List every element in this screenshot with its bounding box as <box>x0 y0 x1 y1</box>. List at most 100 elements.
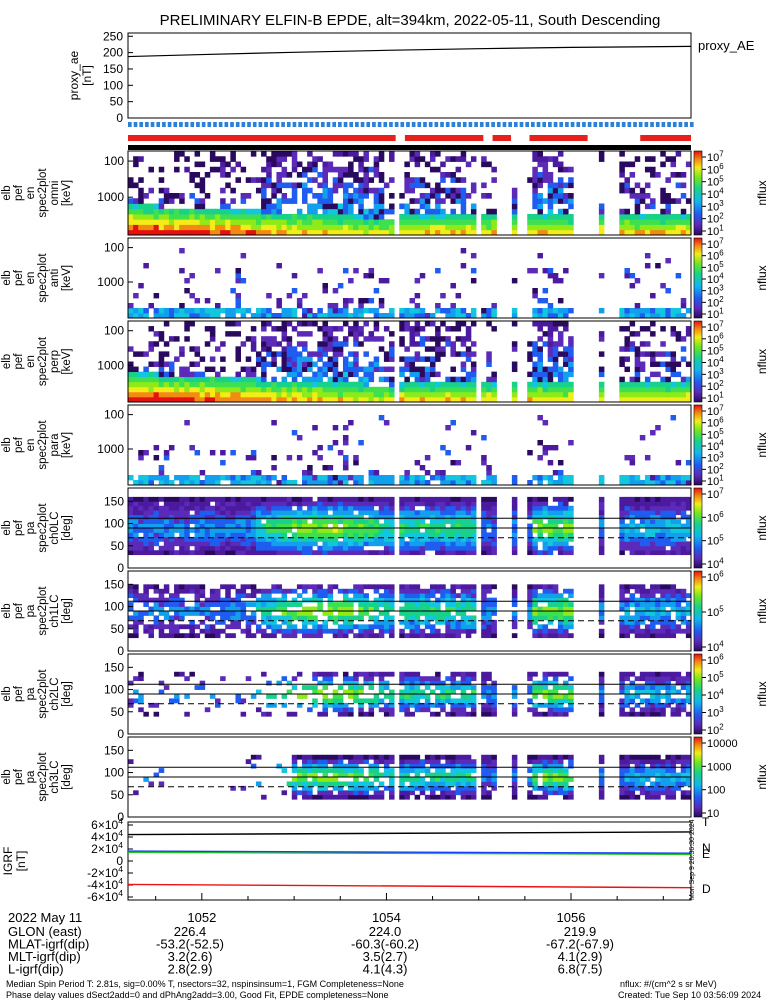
spectrogram-cell <box>527 611 533 616</box>
spectrogram-cell <box>143 371 149 378</box>
spectrogram-cell <box>373 198 380 204</box>
spectrogram-cell <box>383 219 390 225</box>
spectrogram-cell <box>547 588 554 594</box>
spectrogram-cell <box>378 156 385 162</box>
spectrogram-cell <box>133 293 139 299</box>
spectrogram-cell <box>440 321 446 327</box>
spectrogram-cell <box>240 208 247 215</box>
spectrogram-cell <box>312 361 318 367</box>
spectrogram-cell <box>557 597 564 603</box>
spectrogram-cell <box>557 214 564 220</box>
spectrogram-cell <box>353 381 359 388</box>
blue-bar-segment <box>275 122 280 127</box>
spectrogram-cell <box>153 584 160 590</box>
spectrogram-cell <box>204 308 211 314</box>
spectrogram-cell <box>547 313 554 319</box>
spectrogram-cell <box>327 445 334 451</box>
spectrogram-cell <box>460 229 467 236</box>
spectrogram-cell <box>179 615 185 621</box>
spectrogram-cell <box>619 475 625 481</box>
spectrogram-cell <box>230 208 236 215</box>
spectrogram-cell <box>532 203 538 210</box>
spectrogram-cell <box>491 510 497 516</box>
spectrogram-cell <box>194 298 201 304</box>
spectrogram-cell <box>368 628 375 634</box>
spectrogram-cell <box>532 619 538 625</box>
colorbar-tick-label: 101 <box>707 307 724 321</box>
spectrogram-cell <box>296 391 303 398</box>
spectrogram-cell <box>276 501 282 507</box>
spectrogram-cell <box>276 386 282 393</box>
spectrogram-cell <box>209 593 216 599</box>
spectrogram-cell <box>670 381 677 388</box>
spectrogram-cell <box>220 366 226 373</box>
spectrogram-cell <box>537 298 543 304</box>
spectrogram-cell <box>424 593 431 599</box>
spectrogram-cell <box>629 475 636 481</box>
spectrogram-cell <box>465 676 472 682</box>
spectrogram-cell <box>373 161 380 168</box>
spectrogram-cell <box>266 694 272 699</box>
spectrogram-cell <box>368 685 375 690</box>
spectrogram-cell <box>128 208 134 215</box>
spectrogram-cell <box>158 593 165 599</box>
spectrogram-cell <box>629 313 636 319</box>
spectrogram-cell <box>373 288 380 294</box>
spectrogram-cell <box>624 480 630 486</box>
spectrogram-cell <box>424 376 431 383</box>
spectrogram-cell <box>245 224 252 231</box>
spectrogram-cell <box>552 606 559 612</box>
spectrogram-cell <box>450 366 456 373</box>
spectrogram-cell <box>670 588 677 594</box>
spectrogram-cell <box>383 182 390 189</box>
spectrogram-cell <box>317 313 323 319</box>
spectrogram-cell <box>598 628 605 634</box>
spectrogram-cell <box>414 597 421 603</box>
spectrogram-cell <box>511 278 518 284</box>
spectrogram-cell <box>312 208 318 215</box>
spectrogram-cell <box>353 588 359 594</box>
spectrogram-cell <box>491 597 497 603</box>
spectrogram-cell <box>532 346 538 352</box>
spectrogram-cell <box>644 588 651 594</box>
spectrogram-cell <box>342 341 349 347</box>
spectrogram-cell <box>660 229 666 236</box>
spectrogram-cell <box>317 376 323 383</box>
spectrogram-cell <box>148 624 154 630</box>
spectrogram-cell <box>143 545 149 551</box>
spectrogram-cell <box>148 536 154 542</box>
spectrogram-cell <box>486 545 492 551</box>
spectrogram-cell <box>491 602 497 607</box>
spectrogram-cell <box>255 689 262 695</box>
spectrogram-cell <box>261 505 267 511</box>
spectrogram-cell <box>168 361 175 367</box>
spectrogram-cell <box>409 685 416 690</box>
spectrogram-cell <box>358 366 364 373</box>
spectrogram-cell <box>322 336 329 342</box>
spectrogram-cell <box>450 510 456 516</box>
spectrogram-cell <box>634 198 641 204</box>
spectrogram-cell <box>271 602 277 607</box>
spectrogram-cell <box>435 308 441 314</box>
spectrogram-cell <box>389 671 395 677</box>
spectrogram-cell <box>624 510 630 516</box>
spectrogram-cell <box>680 182 687 189</box>
spectrogram-cell <box>450 313 456 319</box>
spectrogram-cell <box>215 514 221 520</box>
spectrogram-cell <box>680 376 687 383</box>
spectrogram-cell <box>527 356 533 362</box>
spectrogram-cell <box>327 480 334 486</box>
spectrogram-cell <box>680 391 687 398</box>
spectrogram-cell <box>133 624 139 630</box>
spectrogram-cell <box>445 214 451 220</box>
spectrogram-cell <box>424 588 431 594</box>
spectrogram-cell <box>460 219 467 225</box>
blue-bar-segment <box>678 122 683 127</box>
spectrogram-cell <box>199 214 206 220</box>
spectrogram-cell <box>532 293 538 299</box>
spectrogram-cell <box>455 313 462 319</box>
spectrogram-cell <box>486 532 492 538</box>
spectrogram-cell <box>255 313 262 319</box>
spectrogram-cell <box>424 685 431 690</box>
spectrogram-cell <box>266 203 272 210</box>
